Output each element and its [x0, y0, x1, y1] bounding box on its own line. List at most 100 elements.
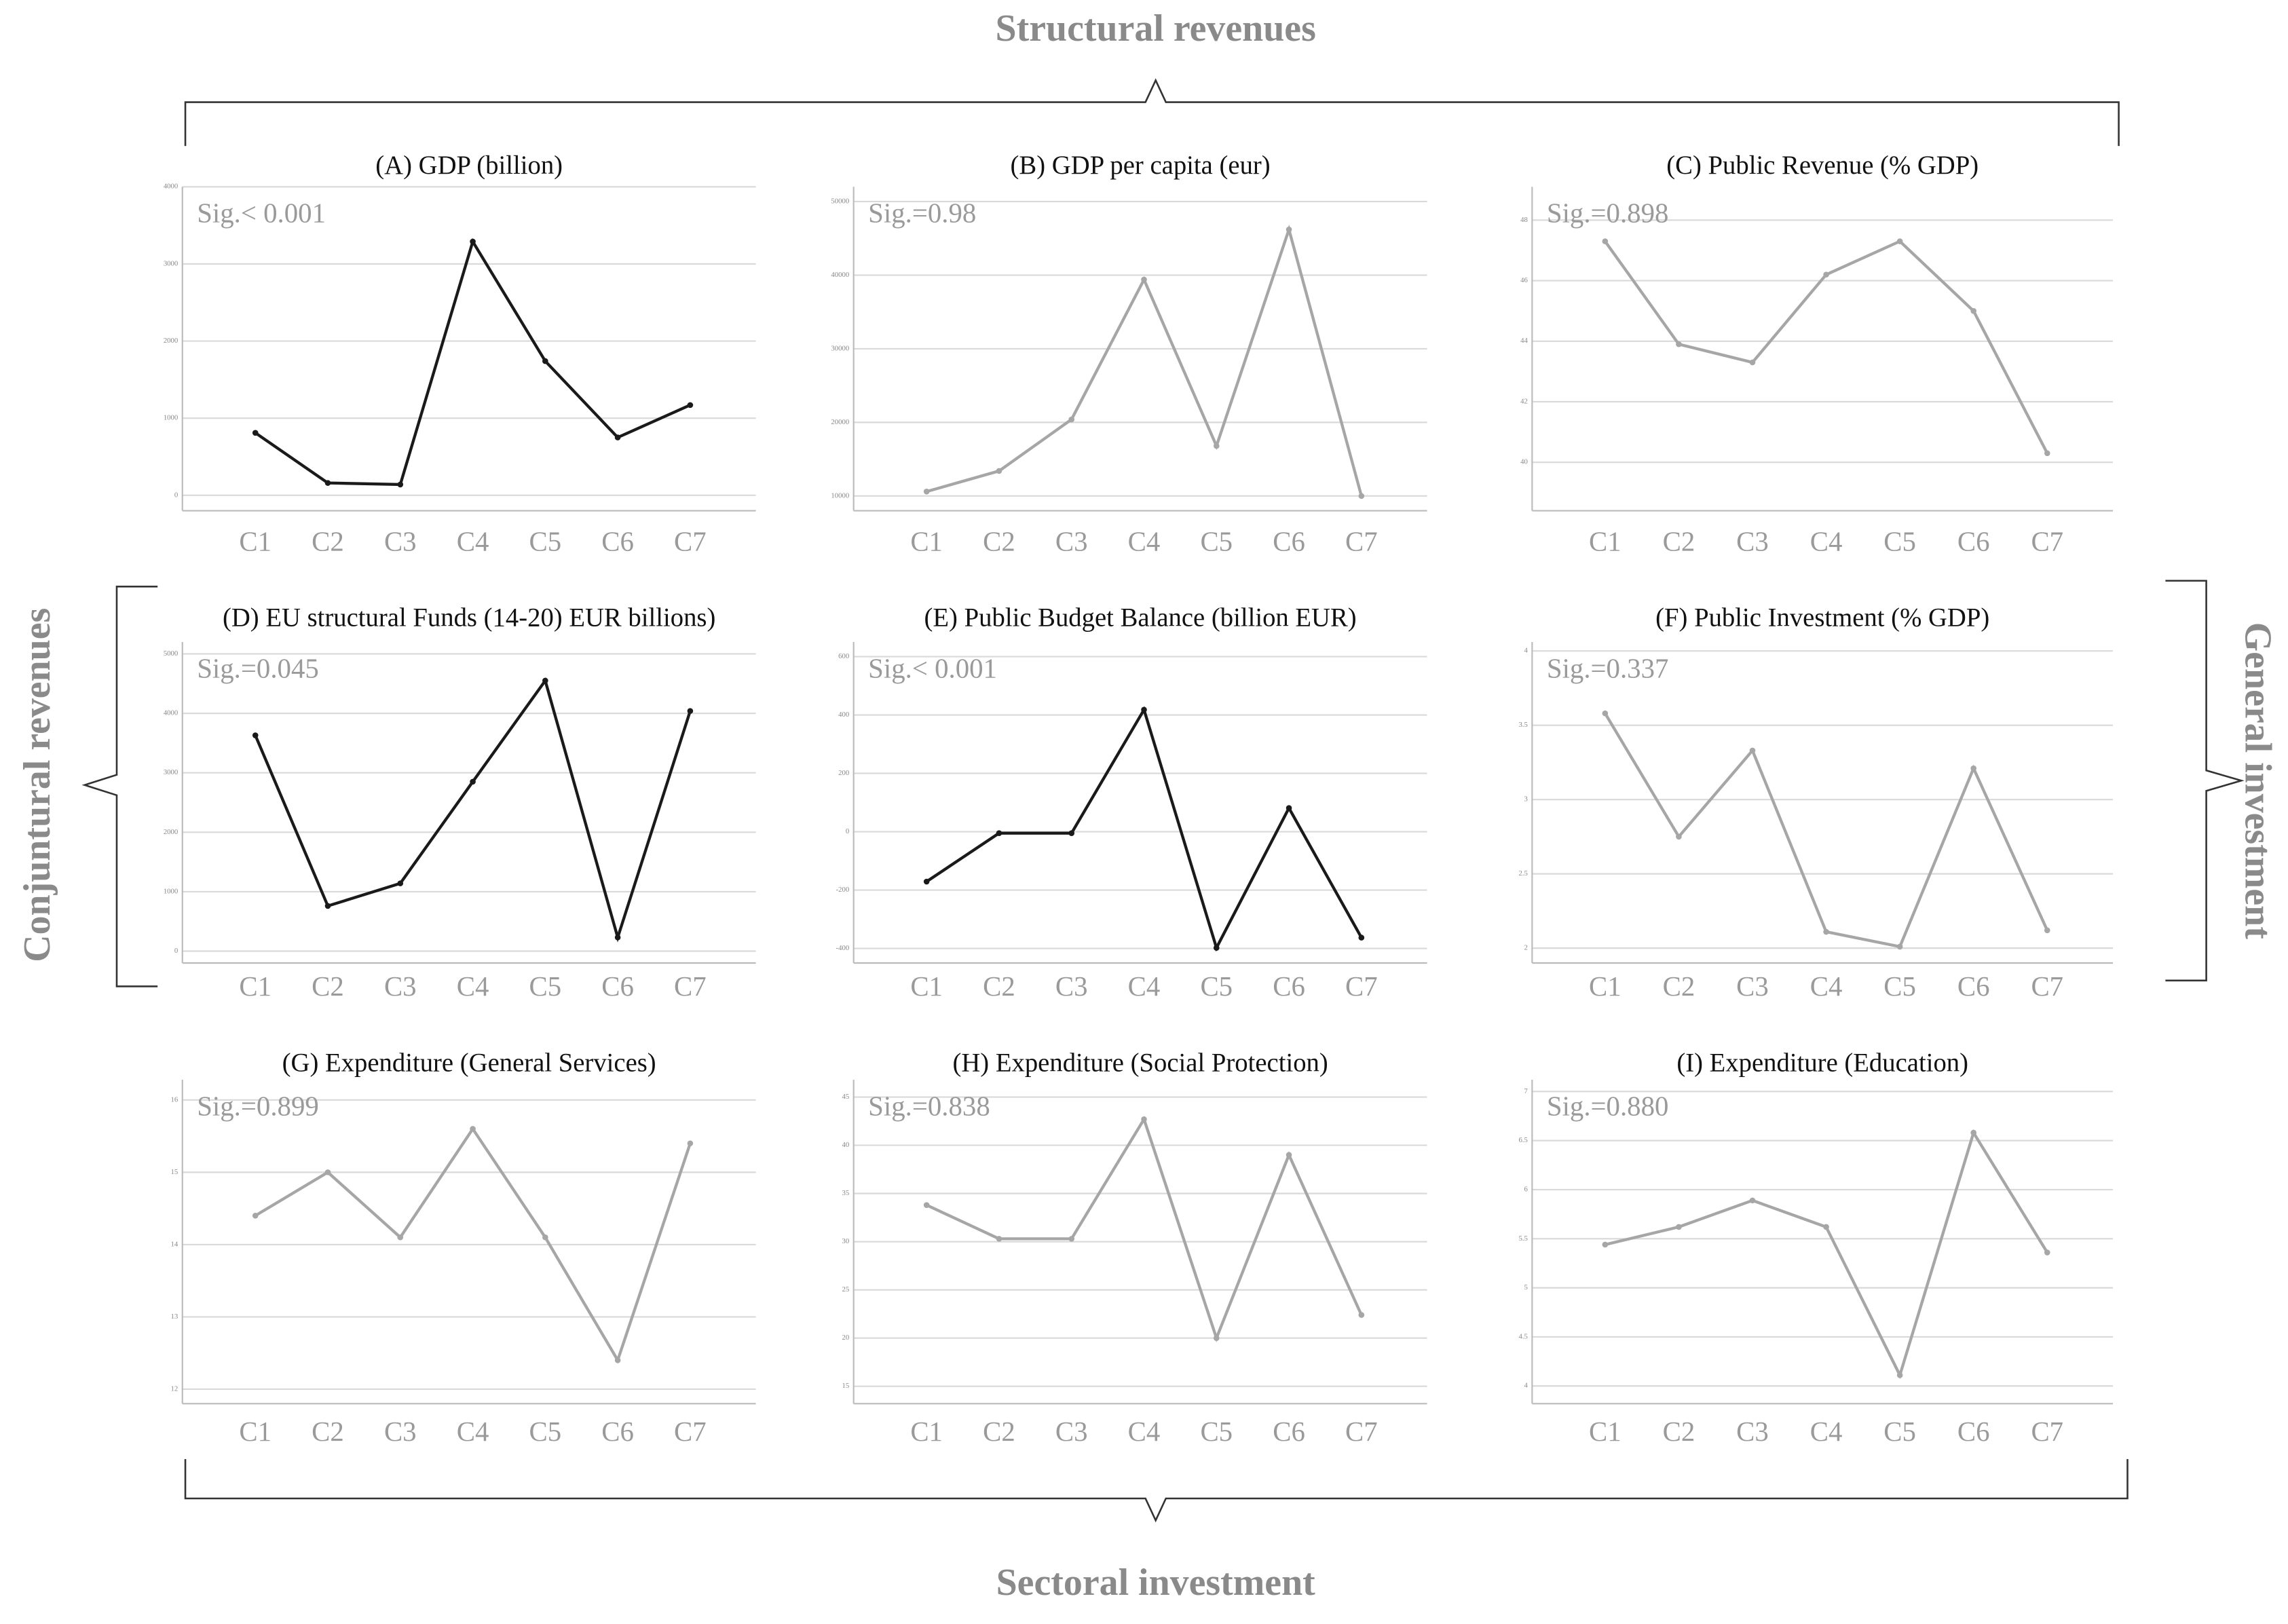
x-tick-label: C7	[2031, 526, 2063, 556]
y-tick-label: 30	[842, 1237, 849, 1245]
data-point	[1068, 830, 1075, 836]
y-tick-label: 42	[1520, 397, 1528, 405]
x-tick-label: C2	[983, 526, 1015, 556]
chart-title: (E) Public Budget Balance (billion EUR)	[924, 604, 1357, 632]
y-tick-label: 25	[842, 1285, 849, 1293]
annotation: Sig.< 0.001	[197, 198, 326, 229]
annotation: Sig.=0.838	[868, 1091, 990, 1121]
x-tick-label: C6	[1273, 526, 1305, 556]
data-point	[1823, 928, 1829, 935]
data-point	[542, 677, 548, 684]
data-point	[1602, 1241, 1609, 1248]
x-tick-label: C7	[1345, 1416, 1378, 1447]
chart-title: (I) Expenditure (Education)	[1676, 1049, 1968, 1077]
x-tick-label: C3	[1736, 526, 1769, 556]
y-tick-label: 6	[1524, 1185, 1529, 1193]
data-point	[1286, 1152, 1292, 1158]
data-point	[2044, 1249, 2050, 1255]
x-tick-label: C3	[384, 526, 417, 556]
y-tick-label: 4000	[164, 183, 178, 191]
x-tick-label: C7	[1345, 971, 1378, 1002]
data-line	[926, 224, 1363, 497]
data-point	[1068, 416, 1075, 423]
data-point	[1749, 359, 1756, 366]
y-tick-label: 4000	[164, 709, 178, 717]
x-tick-label: C1	[910, 971, 943, 1002]
data-point	[1749, 1197, 1756, 1204]
chart-title: (H) Expenditure (Social Protection)	[952, 1049, 1328, 1077]
y-tick-label: 600	[838, 652, 849, 660]
x-tick-label: C1	[239, 971, 271, 1002]
data-point	[542, 358, 548, 364]
data-line	[254, 677, 692, 943]
data-point	[1286, 805, 1292, 811]
data-point	[1676, 833, 1682, 840]
y-tick-label: 13	[171, 1313, 179, 1321]
data-point	[470, 238, 476, 245]
x-tick-label: C7	[674, 971, 707, 1002]
data-line	[255, 238, 691, 487]
data-line	[1605, 1129, 2049, 1380]
x-tick-label: C6	[1273, 971, 1305, 1002]
x-tick-label: C4	[1810, 526, 1843, 556]
x-tick-label: C3	[384, 1416, 417, 1447]
y-tick-label: 15	[842, 1382, 849, 1390]
data-point	[1823, 271, 1829, 278]
x-tick-label: C5	[529, 1416, 562, 1447]
x-tick-label: C3	[1736, 971, 1769, 1002]
data-point	[1068, 1236, 1075, 1242]
x-tick-label: C5	[1883, 526, 1916, 556]
y-tick-label: 400	[838, 711, 849, 719]
y-tick-label: 40000	[831, 271, 849, 279]
x-tick-label: C2	[312, 971, 344, 1002]
data-point	[923, 1202, 930, 1208]
chart-title: (A) GDP (billion)	[375, 151, 563, 180]
y-tick-label: 48	[1520, 216, 1528, 224]
y-tick-label: 46	[1520, 276, 1528, 284]
data-point	[1602, 238, 1609, 244]
data-point	[1358, 1312, 1365, 1318]
x-tick-label: C3	[1055, 526, 1088, 556]
group-label: Sectoral investment	[996, 1562, 1316, 1604]
data-point	[614, 434, 621, 440]
data-point	[324, 903, 331, 909]
chart-title: (G) Expenditure (General Services)	[282, 1049, 656, 1077]
x-tick-label: C1	[910, 1416, 943, 1447]
left-brace	[81, 586, 158, 987]
data-point	[1358, 934, 1365, 941]
x-tick-label: C4	[457, 1416, 489, 1447]
data-point	[1896, 943, 1903, 950]
bottom-brace	[184, 1458, 2128, 1523]
y-tick-label: 3000	[164, 259, 178, 267]
y-tick-label: 0	[174, 491, 178, 499]
y-tick-label: 4	[1524, 647, 1529, 655]
group-label: General investment	[2237, 622, 2279, 939]
y-tick-label: -200	[836, 886, 850, 894]
data-point	[2044, 927, 2050, 934]
data-point	[1970, 1129, 1977, 1136]
chart-title: (F) Public Investment (% GDP)	[1655, 604, 1989, 632]
y-tick-label: 30000	[831, 344, 849, 352]
y-tick-label: 10000	[831, 491, 849, 499]
y-tick-label: 3.5	[1518, 721, 1527, 729]
y-tick-label: 45	[842, 1093, 849, 1101]
y-tick-label: 35	[842, 1189, 849, 1197]
x-tick-label: C4	[457, 971, 489, 1002]
x-tick-label: C1	[239, 526, 271, 556]
data-point	[1896, 238, 1903, 244]
data-point	[252, 1212, 259, 1219]
y-tick-label: 50000	[831, 197, 849, 205]
y-tick-label: 16	[171, 1095, 179, 1103]
x-tick-label: C4	[1128, 526, 1161, 556]
y-tick-label: 5000	[164, 649, 178, 658]
x-tick-label: C1	[1589, 526, 1621, 556]
annotation: Sig.=0.337	[1547, 653, 1669, 683]
data-line	[925, 706, 1363, 952]
data-point	[1970, 765, 1977, 772]
data-point	[252, 732, 259, 738]
x-tick-label: C7	[674, 1416, 707, 1447]
x-tick-label: C3	[1736, 1416, 1769, 1447]
x-tick-label: C1	[239, 1416, 271, 1447]
data-line	[1604, 713, 2049, 949]
